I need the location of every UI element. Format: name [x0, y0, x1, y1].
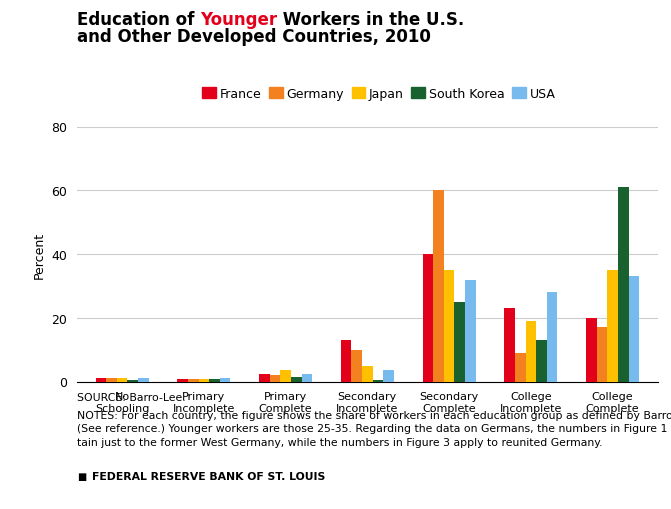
Text: Younger: Younger — [200, 11, 277, 29]
Bar — [454, 302, 465, 382]
Bar — [597, 328, 607, 382]
Bar — [383, 371, 394, 382]
Text: tain just to the former West Germany, while the numbers in Figure 3 apply to reu: tain just to the former West Germany, wh… — [77, 437, 603, 447]
Text: FEDERAL RESERVE BANK OF ST. LOUIS: FEDERAL RESERVE BANK OF ST. LOUIS — [92, 471, 325, 481]
Text: (See reference.) Younger workers are those 25-35. Regarding the data on Germans,: (See reference.) Younger workers are tho… — [77, 423, 671, 434]
Bar — [618, 188, 629, 382]
Bar — [586, 318, 597, 382]
Bar — [372, 380, 383, 382]
Bar — [280, 371, 291, 382]
Bar — [259, 374, 270, 382]
Text: ■: ■ — [77, 471, 87, 481]
Bar — [341, 341, 352, 382]
Bar — [547, 293, 558, 382]
Bar — [629, 277, 639, 382]
Bar — [127, 380, 138, 382]
Bar — [607, 270, 618, 382]
Text: and Other Developed Countries, 2010: and Other Developed Countries, 2010 — [77, 28, 431, 46]
Text: Education of: Education of — [77, 11, 200, 29]
Bar — [188, 379, 199, 382]
Bar — [291, 377, 301, 382]
Bar — [444, 270, 454, 382]
Bar — [505, 308, 515, 382]
Bar — [525, 321, 536, 382]
Bar — [301, 374, 312, 382]
Text: Workers in the U.S.: Workers in the U.S. — [277, 11, 464, 29]
Bar — [199, 379, 209, 382]
Bar — [433, 191, 444, 382]
Legend: France, Germany, Japan, South Korea, USA: France, Germany, Japan, South Korea, USA — [197, 82, 560, 105]
Bar — [536, 341, 547, 382]
Bar — [209, 379, 220, 382]
Bar — [138, 379, 149, 382]
Bar — [117, 378, 127, 382]
Bar — [220, 379, 230, 382]
Bar — [515, 353, 525, 382]
Y-axis label: Percent: Percent — [33, 231, 46, 278]
Text: NOTES: For each country, the figure shows the share of workers in each education: NOTES: For each country, the figure show… — [77, 410, 671, 420]
Bar — [270, 376, 280, 382]
Bar — [352, 350, 362, 382]
Bar — [177, 379, 188, 382]
Bar — [465, 280, 476, 382]
Bar — [423, 254, 433, 382]
Text: SOURCE: Barro-Lee.: SOURCE: Barro-Lee. — [77, 392, 186, 402]
Bar — [106, 378, 117, 382]
Bar — [95, 379, 106, 382]
Bar — [362, 366, 372, 382]
